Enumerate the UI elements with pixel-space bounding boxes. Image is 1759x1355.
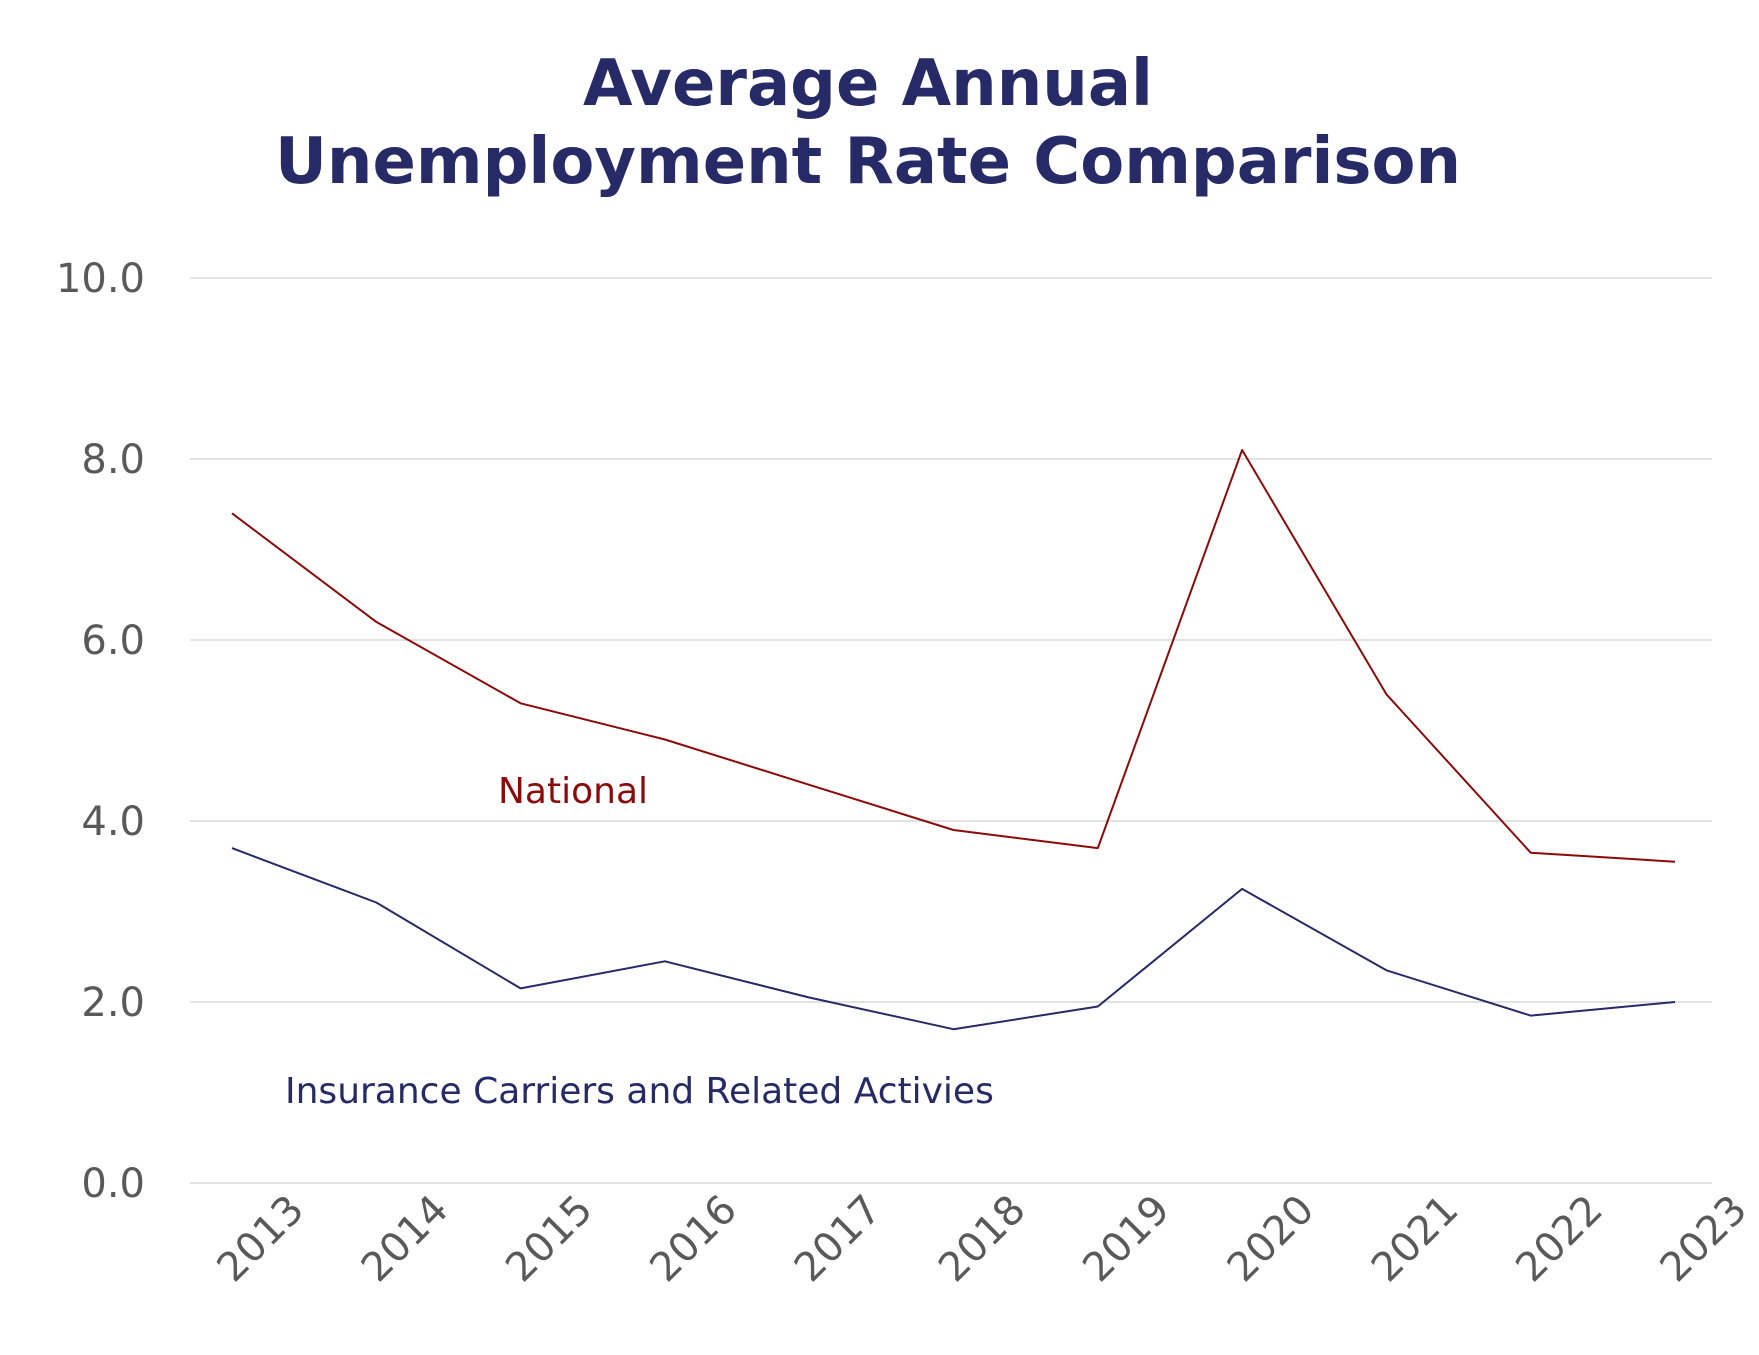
y-axis-ticks: 0.0 2.0 4.0 6.0 8.0 10.0 <box>56 256 145 1207</box>
y-tick-label: 0.0 <box>81 1161 145 1207</box>
y-tick-label: 4.0 <box>81 799 145 845</box>
x-tick-label: 2019 <box>1074 1187 1179 1292</box>
x-tick-label: 2021 <box>1363 1187 1468 1292</box>
chart-title-line-2: Unemployment Rate Comparison <box>275 125 1461 199</box>
y-tick-label: 6.0 <box>81 618 145 664</box>
y-tick-label: 10.0 <box>56 256 145 302</box>
x-axis-ticks: 2013 2014 2015 2016 2017 2018 2019 2020 2021 2022… <box>209 1187 1757 1292</box>
y-tick-label: 2.0 <box>81 980 145 1026</box>
x-tick-label: 2014 <box>353 1187 458 1292</box>
series-label-insurance: Insurance Carriers and Related Activies <box>285 1071 994 1112</box>
gridlines <box>190 277 1712 1184</box>
chart-title-line-1: Average Annual <box>583 47 1153 121</box>
x-tick-label: 2017 <box>786 1187 891 1292</box>
x-tick-label: 2022 <box>1507 1187 1612 1292</box>
x-tick-label: 2023 <box>1652 1187 1757 1292</box>
series-line-0 <box>231 449 1676 863</box>
y-tick-label: 8.0 <box>81 437 145 483</box>
x-tick-label: 2013 <box>209 1187 314 1292</box>
x-tick-label: 2015 <box>497 1187 602 1292</box>
series-lines <box>231 449 1676 1031</box>
x-tick-label: 2016 <box>641 1187 746 1292</box>
x-tick-label: 2020 <box>1219 1187 1324 1292</box>
series-label-national: National <box>498 771 648 812</box>
x-tick-label: 2018 <box>930 1187 1035 1292</box>
